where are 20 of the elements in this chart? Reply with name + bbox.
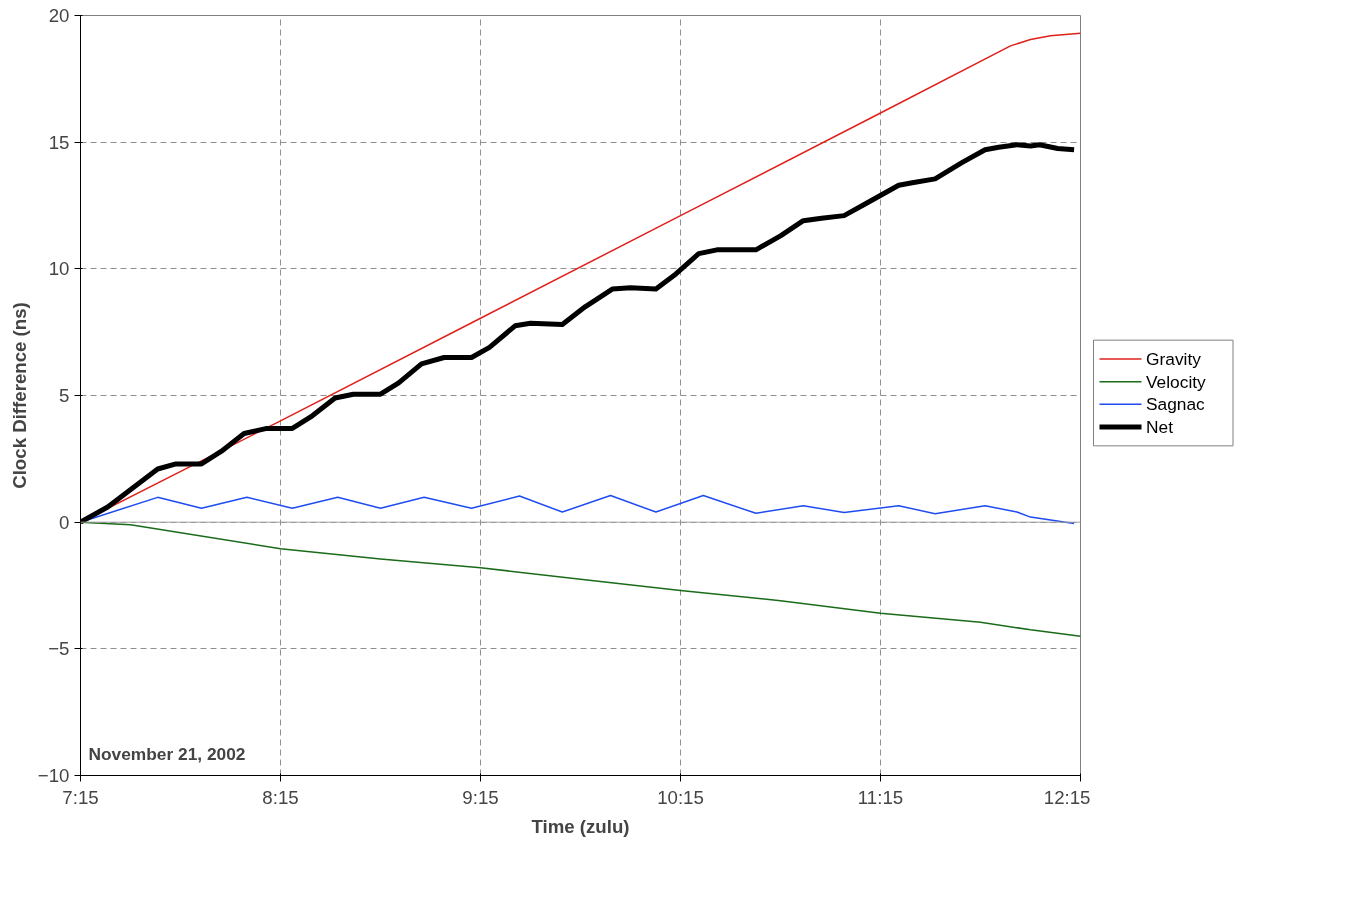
x-tick-label: 10:15 <box>657 786 704 808</box>
legend-label: Gravity <box>1146 349 1202 370</box>
y-tick-label: 10 <box>48 258 70 280</box>
y-tick-label: −5 <box>48 638 70 660</box>
x-axis-title: Time (zulu) <box>531 815 630 837</box>
x-tick-label: 7:15 <box>62 786 99 808</box>
y-tick-label: −10 <box>37 765 70 786</box>
legend-label: Sagnac <box>1146 394 1206 415</box>
x-tick-label: 9:15 <box>462 786 499 808</box>
x-tick-label: 12:15 <box>1043 786 1091 808</box>
y-axis-title: Clock Difference (ns) <box>8 302 30 489</box>
y-tick-label: 5 <box>59 385 70 406</box>
y-tick-label: 15 <box>48 131 70 153</box>
x-tick-label: 8:15 <box>262 786 299 808</box>
y-tick-label: 20 <box>48 5 70 26</box>
annotation: November 21, 2002 <box>88 743 246 764</box>
y-tick-label: 0 <box>59 511 70 533</box>
legend-label: Velocity <box>1146 371 1207 392</box>
legend-label: Net <box>1146 416 1174 437</box>
x-tick-label: 11:15 <box>857 786 904 808</box>
